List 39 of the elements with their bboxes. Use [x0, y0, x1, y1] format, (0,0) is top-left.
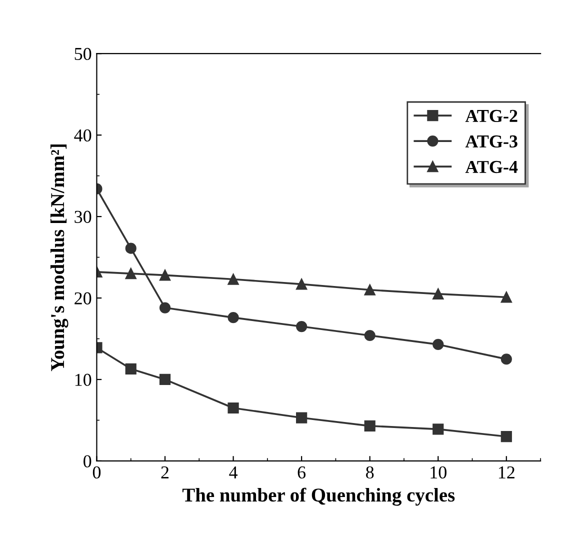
point	[228, 312, 239, 324]
point	[296, 320, 308, 332]
legend-label: ATG-4	[465, 160, 518, 174]
x-tick-label: 12	[498, 466, 514, 478]
point	[432, 338, 444, 350]
y-axis-title: Young's modulus [kN/mm²]	[50, 144, 68, 372]
point	[500, 354, 512, 365]
legend-label: ATG-3	[465, 135, 518, 148]
y-tick-label: 0	[84, 455, 92, 468]
x-tick-label: 0	[92, 466, 101, 479]
point	[500, 292, 512, 303]
point	[125, 268, 136, 280]
point	[296, 278, 308, 290]
point	[296, 412, 308, 424]
y-tick-label: 20	[74, 292, 92, 304]
point	[125, 363, 136, 374]
y-tick-label: 50	[74, 48, 92, 60]
point	[159, 270, 171, 281]
y-tick-label: 10	[75, 374, 92, 386]
point	[364, 284, 376, 296]
point	[500, 430, 512, 442]
point	[364, 420, 376, 432]
point	[125, 242, 136, 254]
y-tick-label: 30	[74, 210, 92, 223]
x-axis-title: The number of Quenching cycles	[182, 488, 455, 506]
x-tick-label: 2	[161, 466, 169, 478]
point	[432, 288, 444, 300]
point	[159, 302, 171, 314]
x-tick-label: 8	[366, 466, 374, 479]
point	[432, 424, 444, 435]
point	[228, 402, 239, 414]
x-tick-label: 6	[298, 466, 306, 479]
legend-label: ATG-2	[465, 110, 518, 122]
x-tick-label: 4	[229, 466, 238, 478]
x-tick-label: 10	[430, 466, 446, 479]
point	[228, 274, 239, 285]
y-tick-label: 40	[74, 129, 92, 142]
point	[159, 374, 171, 386]
point	[364, 330, 376, 342]
